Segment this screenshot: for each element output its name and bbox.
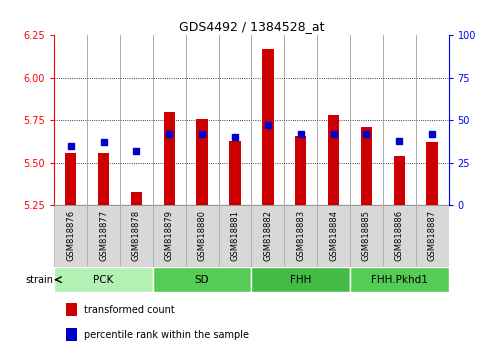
Text: GSM818876: GSM818876 bbox=[66, 210, 75, 261]
Bar bbox=[262, 49, 274, 205]
Text: FHH: FHH bbox=[290, 275, 312, 285]
Text: FHH.Pkhd1: FHH.Pkhd1 bbox=[371, 275, 428, 285]
Text: GSM818881: GSM818881 bbox=[231, 210, 240, 261]
Text: GSM818885: GSM818885 bbox=[362, 210, 371, 261]
Bar bbox=[164, 112, 175, 205]
Bar bbox=[98, 153, 109, 205]
Text: GSM818886: GSM818886 bbox=[395, 210, 404, 261]
Bar bbox=[350, 205, 383, 267]
Bar bbox=[350, 267, 449, 292]
Bar bbox=[426, 142, 438, 205]
Bar bbox=[54, 267, 153, 292]
Text: GSM818884: GSM818884 bbox=[329, 210, 338, 261]
Bar bbox=[317, 205, 350, 267]
Text: strain: strain bbox=[26, 275, 54, 285]
Bar bbox=[229, 141, 241, 205]
Bar bbox=[153, 267, 251, 292]
Bar bbox=[361, 127, 372, 205]
Text: GSM818882: GSM818882 bbox=[263, 210, 272, 261]
Bar bbox=[186, 205, 218, 267]
Bar bbox=[295, 136, 307, 205]
Bar bbox=[87, 205, 120, 267]
Bar bbox=[131, 192, 142, 205]
Bar bbox=[196, 119, 208, 205]
Text: GSM818879: GSM818879 bbox=[165, 210, 174, 261]
Text: transformed count: transformed count bbox=[84, 305, 175, 315]
Text: GSM818878: GSM818878 bbox=[132, 210, 141, 261]
Bar bbox=[218, 205, 251, 267]
Title: GDS4492 / 1384528_at: GDS4492 / 1384528_at bbox=[178, 20, 324, 33]
Bar bbox=[120, 205, 153, 267]
Bar bbox=[393, 156, 405, 205]
Text: percentile rank within the sample: percentile rank within the sample bbox=[84, 330, 249, 339]
Bar bbox=[66, 303, 77, 316]
Bar bbox=[153, 205, 186, 267]
Text: GSM818883: GSM818883 bbox=[296, 210, 305, 261]
Bar bbox=[66, 327, 77, 341]
Bar bbox=[54, 205, 87, 267]
Bar bbox=[284, 205, 317, 267]
Text: SD: SD bbox=[195, 275, 210, 285]
Bar bbox=[328, 115, 339, 205]
Text: GSM818877: GSM818877 bbox=[99, 210, 108, 261]
Bar bbox=[65, 153, 76, 205]
Text: GSM818887: GSM818887 bbox=[428, 210, 437, 261]
Text: GSM818880: GSM818880 bbox=[198, 210, 207, 261]
Bar bbox=[383, 205, 416, 267]
Bar bbox=[251, 267, 350, 292]
Bar bbox=[251, 205, 284, 267]
Bar bbox=[416, 205, 449, 267]
Text: PCK: PCK bbox=[93, 275, 114, 285]
